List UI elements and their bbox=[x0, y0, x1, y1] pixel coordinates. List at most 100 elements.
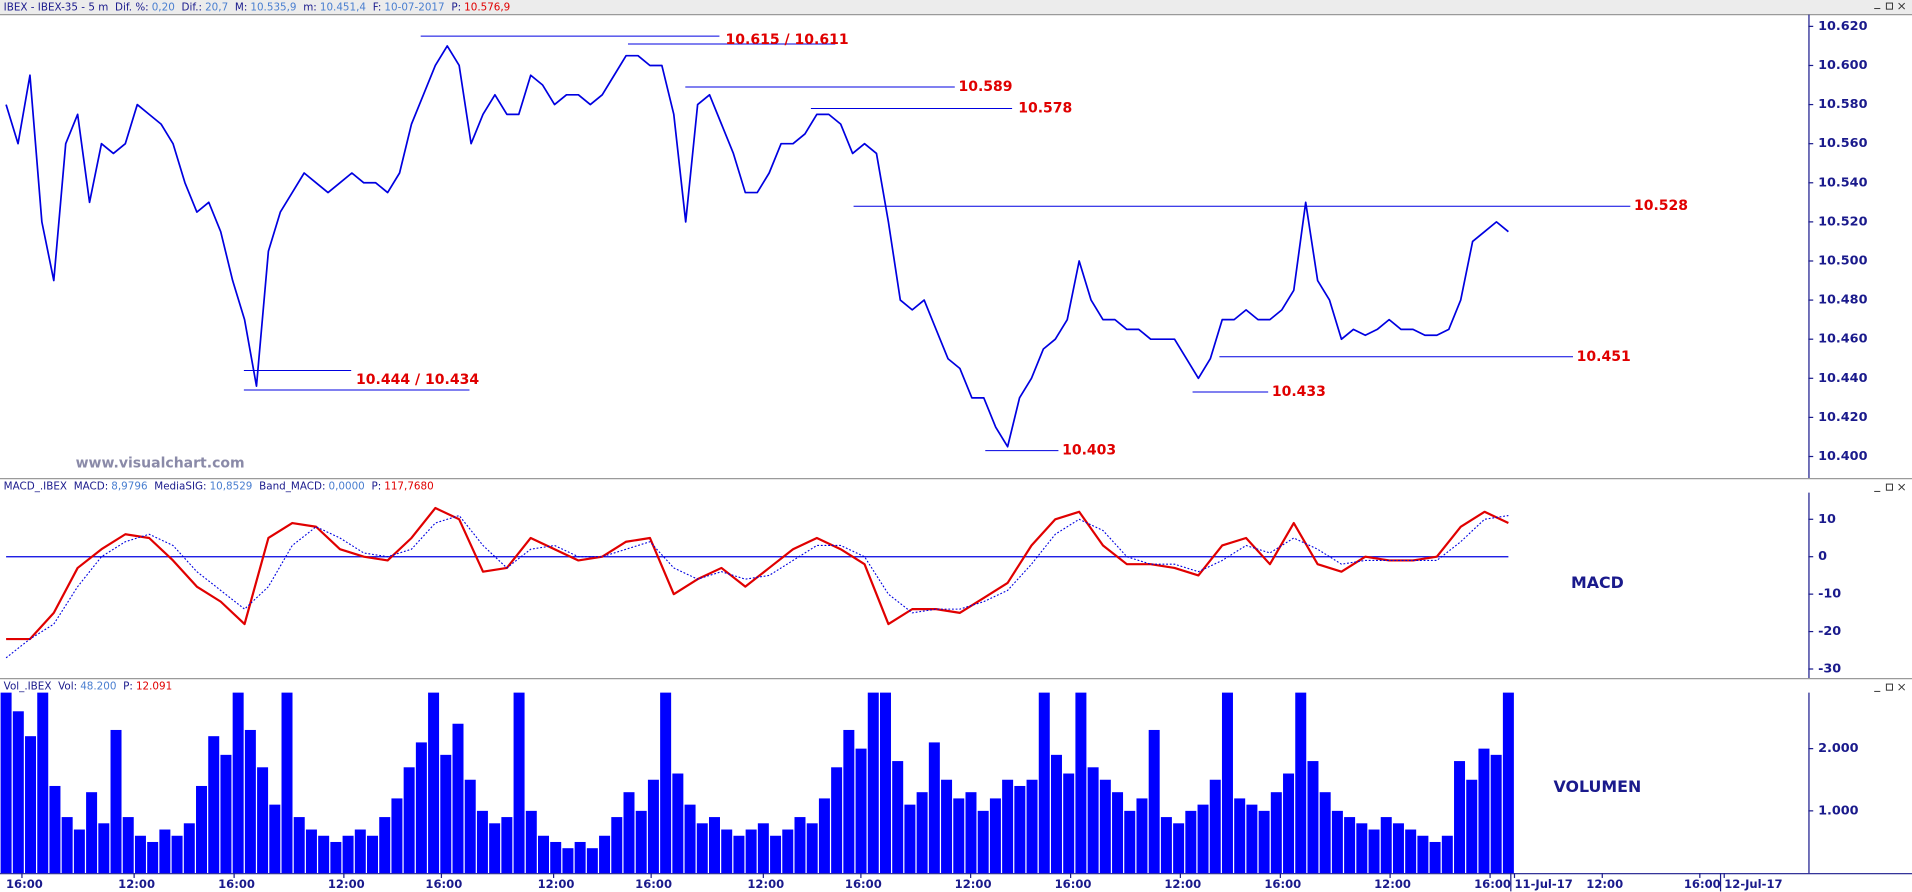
close-button[interactable] bbox=[1898, 483, 1906, 491]
volume-bar bbox=[965, 792, 977, 874]
volume-bar bbox=[1173, 823, 1185, 874]
volume-bar bbox=[257, 767, 269, 874]
volume-bar bbox=[1368, 829, 1380, 874]
close-button[interactable] bbox=[1898, 683, 1906, 691]
y-tick-label: 10.460 bbox=[1818, 332, 1867, 347]
volume-bar bbox=[721, 829, 733, 874]
volume-bar bbox=[574, 841, 586, 874]
volume-bar bbox=[49, 785, 61, 874]
volume-bar bbox=[782, 829, 794, 874]
volume-bar bbox=[379, 817, 391, 874]
volume-bar bbox=[428, 692, 440, 874]
volume-bar bbox=[73, 829, 85, 874]
watermark: www.visualchart.com bbox=[76, 455, 245, 471]
volume-bar bbox=[1160, 817, 1172, 874]
volume-bar bbox=[1014, 785, 1026, 874]
level-label: 10.451 bbox=[1577, 349, 1631, 365]
volume-bar bbox=[1307, 761, 1319, 874]
volume-bar bbox=[183, 823, 195, 874]
info-label: F: bbox=[373, 1, 382, 13]
volume-bar bbox=[330, 841, 342, 874]
time-label: 16:00 bbox=[6, 877, 43, 891]
volume-bar bbox=[1331, 810, 1343, 874]
volume-bar bbox=[1295, 692, 1307, 874]
volume-bar bbox=[1063, 773, 1075, 874]
volume-bar bbox=[525, 810, 537, 874]
info-value: 0,0000 bbox=[329, 481, 365, 493]
y-tick-label: 10.400 bbox=[1818, 449, 1867, 464]
maximize-button[interactable] bbox=[1885, 483, 1893, 491]
volume-bar bbox=[855, 748, 867, 874]
info-label: MACD: bbox=[74, 481, 109, 493]
volume-bar bbox=[1112, 792, 1124, 874]
close-button[interactable] bbox=[1898, 2, 1906, 10]
y-tick-label: 0 bbox=[1818, 549, 1827, 564]
volume-bar bbox=[599, 835, 611, 874]
volume-bar bbox=[1246, 804, 1258, 874]
volume-bar bbox=[611, 817, 623, 874]
header-bar bbox=[0, 0, 1912, 15]
time-label: 12:00 bbox=[328, 877, 365, 891]
volume-bar bbox=[0, 692, 12, 874]
maximize-button[interactable] bbox=[1885, 683, 1893, 691]
y-tick-label: 10 bbox=[1818, 512, 1836, 527]
level-label: 10.589 bbox=[958, 79, 1012, 95]
volume-bar bbox=[867, 692, 879, 874]
volume-bar bbox=[293, 817, 305, 874]
volume-bar bbox=[1344, 817, 1356, 874]
volume-bar bbox=[1283, 773, 1295, 874]
y-tick-label: 10.560 bbox=[1818, 136, 1867, 151]
pane-title: MACD bbox=[1571, 573, 1624, 592]
volume-bar bbox=[86, 792, 98, 874]
volume-bar bbox=[415, 742, 427, 874]
window-buttons bbox=[1874, 2, 1906, 692]
volume-bar bbox=[696, 823, 708, 874]
volume-bar bbox=[977, 810, 989, 874]
time-label: 16:00 bbox=[1474, 877, 1511, 891]
volume-bar bbox=[1392, 823, 1404, 874]
volume-bar bbox=[1050, 754, 1062, 874]
volume-bar bbox=[562, 848, 574, 874]
volume-bar bbox=[879, 692, 891, 874]
volume-bar bbox=[1185, 810, 1197, 874]
time-label: 12:00 bbox=[1164, 877, 1201, 891]
time-label: 16:00 bbox=[635, 877, 672, 891]
volume-bar bbox=[550, 841, 562, 874]
volume-bar bbox=[501, 817, 513, 874]
volume-bar bbox=[220, 754, 232, 874]
y-tick-label: 2.000 bbox=[1818, 741, 1859, 756]
volume-bar bbox=[1356, 823, 1368, 874]
info-label: Dif. %: bbox=[115, 1, 149, 13]
volume-bar bbox=[403, 767, 415, 874]
info-value: 10,8529 bbox=[210, 481, 253, 493]
volume-bar bbox=[513, 692, 525, 874]
volume-bar bbox=[305, 829, 317, 874]
time-label: 16:00 bbox=[218, 877, 255, 891]
info-value: 12.091 bbox=[136, 681, 172, 693]
y-tick-label: 10.440 bbox=[1818, 371, 1867, 386]
info-value: 117,7680 bbox=[384, 481, 433, 493]
maximize-button[interactable] bbox=[1885, 2, 1893, 10]
volume-bar bbox=[538, 835, 549, 874]
info-label: P: bbox=[451, 1, 461, 13]
level-label: 10.444 / 10.434 bbox=[356, 372, 479, 388]
volume-bar bbox=[342, 835, 354, 874]
y-tick-label: -10 bbox=[1818, 587, 1841, 602]
series-line bbox=[5, 514, 1509, 659]
volume-bar bbox=[818, 798, 830, 874]
volume-bar bbox=[1478, 748, 1490, 874]
volume-bar bbox=[745, 829, 757, 874]
volume-bar bbox=[623, 792, 635, 874]
level-label: 10.578 bbox=[1018, 100, 1072, 116]
level-label: 10.433 bbox=[1272, 384, 1326, 400]
volume-bar bbox=[953, 798, 965, 874]
volume-bar bbox=[1405, 829, 1417, 874]
info-label: Dif.: bbox=[182, 1, 203, 13]
volume-bar bbox=[1502, 692, 1514, 874]
volume-bar bbox=[672, 773, 684, 874]
volume-bar bbox=[464, 779, 476, 874]
y-tick-label: 10.420 bbox=[1818, 410, 1867, 425]
info-value: 10.535,9 bbox=[250, 1, 296, 13]
